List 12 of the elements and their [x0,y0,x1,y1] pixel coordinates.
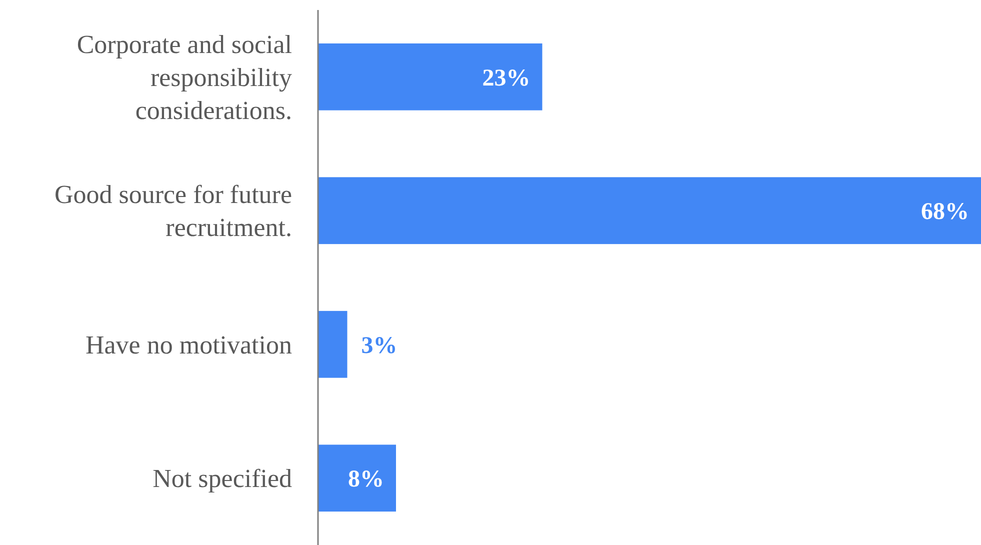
y-tick-label: Have no motivation [85,330,292,360]
data-label: 3% [361,332,398,359]
y-tick-label: Good source for future recruitment. [54,180,292,242]
data-label: 68% [921,199,969,226]
data-label: 8% [348,466,384,493]
bar [318,177,981,244]
bar [318,43,542,110]
y-tick-label: Corporate and social responsibility considerations. [76,30,292,125]
y-tick-label: Not specified [152,464,292,494]
bar [318,310,348,378]
bar [318,444,396,512]
data-label: 23% [482,65,530,92]
